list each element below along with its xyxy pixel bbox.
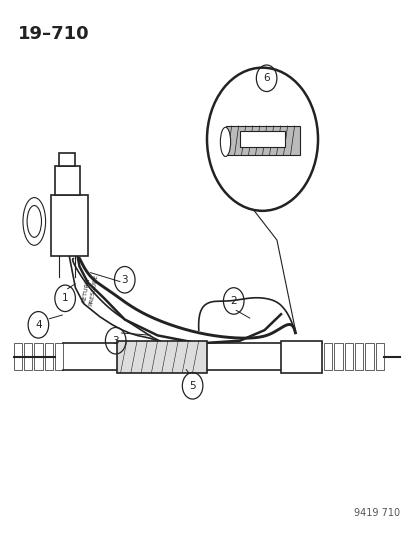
- Text: 19–710: 19–710: [18, 25, 89, 43]
- FancyBboxPatch shape: [24, 343, 32, 370]
- FancyBboxPatch shape: [225, 126, 299, 155]
- FancyBboxPatch shape: [364, 343, 373, 370]
- FancyBboxPatch shape: [51, 195, 88, 256]
- FancyBboxPatch shape: [45, 343, 53, 370]
- FancyBboxPatch shape: [375, 343, 383, 370]
- Text: 4: 4: [35, 320, 42, 330]
- FancyBboxPatch shape: [55, 166, 79, 195]
- Text: 5: 5: [189, 381, 195, 391]
- FancyBboxPatch shape: [323, 343, 332, 370]
- Text: RETURN: RETURN: [81, 277, 90, 303]
- FancyBboxPatch shape: [59, 152, 75, 166]
- Text: 3: 3: [121, 274, 128, 285]
- FancyBboxPatch shape: [34, 343, 43, 370]
- Text: PRESSURE: PRESSURE: [88, 274, 99, 306]
- FancyBboxPatch shape: [344, 343, 352, 370]
- Ellipse shape: [220, 127, 230, 157]
- Text: 3: 3: [112, 336, 119, 346]
- FancyBboxPatch shape: [334, 343, 342, 370]
- FancyBboxPatch shape: [239, 131, 285, 147]
- FancyBboxPatch shape: [14, 343, 22, 370]
- FancyBboxPatch shape: [116, 341, 206, 373]
- Text: 1: 1: [62, 293, 68, 303]
- Circle shape: [206, 68, 317, 211]
- Text: 9419 710: 9419 710: [353, 508, 399, 519]
- FancyBboxPatch shape: [280, 341, 321, 373]
- FancyBboxPatch shape: [354, 343, 362, 370]
- Text: 2: 2: [230, 296, 237, 306]
- Text: 6: 6: [263, 73, 269, 83]
- FancyBboxPatch shape: [55, 343, 63, 370]
